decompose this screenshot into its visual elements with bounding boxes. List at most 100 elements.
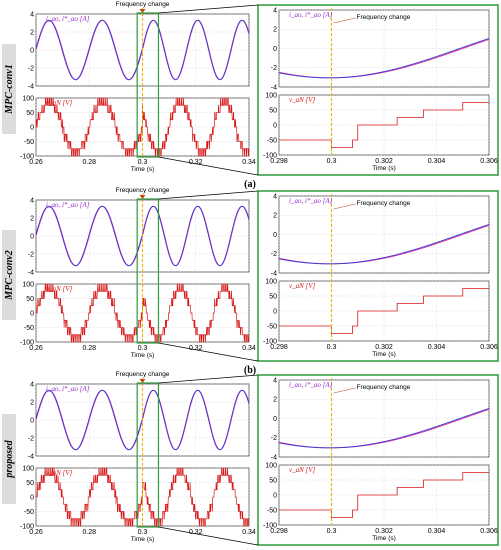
voltage-axis-label: v_aN [V] [289, 282, 316, 290]
x-tick-label: 0.3 [327, 528, 337, 535]
y-tick-label: -50 [267, 507, 277, 514]
zoom-connector-top [158, 374, 259, 384]
y-tick-label: -100 [20, 339, 34, 346]
y-tick-label: 50 [269, 293, 277, 300]
y-tick-label: 4 [273, 7, 277, 14]
x-tick-label: 0.26 [29, 159, 43, 166]
voltage-axis-label: v_aN [V] [289, 96, 316, 104]
current-axis-label: i_ao, i*_ao [A] [289, 11, 333, 19]
y-tick-label: -50 [267, 137, 277, 144]
y-tick-label: 0 [273, 416, 277, 423]
y-tick-label: -50 [267, 323, 277, 330]
x-tick-label: 0.306 [480, 528, 498, 535]
voltage-series [279, 472, 489, 518]
y-tick-label: 4 [30, 11, 34, 18]
y-tick-label: 0 [30, 494, 34, 501]
zoom-window [136, 198, 160, 344]
x-tick-label: 0.28 [82, 345, 96, 352]
x-tick-label: 0.298 [270, 158, 288, 165]
y-tick-label: 50 [26, 480, 34, 487]
x-tick-label: 0.26 [29, 529, 43, 536]
panel-label: (a) [244, 179, 256, 190]
y-tick-label: -100 [263, 152, 277, 159]
measured-current-series [278, 224, 490, 265]
x-axis-label: Time (s) [131, 352, 155, 359]
y-tick-label: -100 [20, 153, 34, 160]
y-tick-label: -2 [28, 65, 34, 72]
y-tick-label: -2 [271, 251, 277, 258]
y-tick-label: 2 [30, 399, 34, 406]
x-tick-label: 0.302 [375, 528, 393, 535]
voltage-series [279, 102, 489, 148]
x-axis-label: Time (s) [372, 535, 396, 542]
y-tick-label: 100 [22, 95, 34, 102]
x-tick-label: 0.34 [242, 159, 256, 166]
y-tick-label: 100 [265, 462, 277, 469]
annotation-arrow [139, 9, 146, 13]
voltage-series [279, 288, 489, 334]
y-tick-label: 2 [273, 213, 277, 220]
x-axis-label: Time (s) [131, 536, 155, 543]
x-tick-label: 0.32 [189, 529, 203, 536]
zoom-connector-top [158, 4, 259, 14]
y-tick-label: 50 [269, 107, 277, 114]
x-tick-label: 0.3 [327, 344, 337, 351]
y-tick-label: 0 [273, 232, 277, 239]
y-tick-label: 0 [30, 47, 34, 54]
y-tick-label: 4 [30, 197, 34, 204]
y-tick-label: -4 [271, 270, 277, 277]
x-tick-label: 0.32 [189, 159, 203, 166]
y-tick-label: -4 [271, 84, 277, 91]
y-tick-label: -50 [24, 509, 34, 516]
x-tick-label: 0.304 [428, 344, 446, 351]
y-tick-label: 2 [273, 397, 277, 404]
x-tick-label: 0.3 [138, 345, 148, 352]
y-tick-label: 50 [26, 110, 34, 117]
measured-current-series [278, 38, 490, 79]
x-axis-label: Time (s) [372, 351, 396, 358]
y-tick-label: -2 [28, 435, 34, 442]
y-tick-label: 50 [269, 477, 277, 484]
current-axis-label: i_ao, i*_ao [A] [289, 197, 333, 205]
y-tick-label: 0 [30, 124, 34, 131]
zoom-connector-bottom [158, 342, 259, 362]
y-tick-label: -2 [28, 251, 34, 258]
side-label: MPC-conv1 [4, 64, 15, 114]
y-tick-label: 100 [265, 278, 277, 285]
x-tick-label: 0.32 [189, 345, 203, 352]
x-tick-label: 0.306 [480, 344, 498, 351]
zoom-window [136, 382, 160, 528]
y-tick-label: -50 [24, 325, 34, 332]
x-tick-label: 0.3 [138, 159, 148, 166]
annotation-arrow [139, 379, 146, 383]
y-tick-label: 4 [30, 381, 34, 388]
y-tick-label: -4 [28, 269, 34, 276]
side-label-background [2, 414, 16, 504]
panel-label: (b) [244, 365, 256, 376]
current-axis-label: i_ao, i*_ao [A] [46, 15, 90, 23]
x-tick-label: 0.298 [270, 528, 288, 535]
y-tick-label: -2 [271, 65, 277, 72]
current-axis-label: i_ao, i*_ao [A] [46, 385, 90, 393]
annotation-arrow [333, 203, 356, 210]
y-tick-label: 4 [273, 377, 277, 384]
y-tick-label: 0 [273, 46, 277, 53]
x-tick-label: 0.306 [480, 158, 498, 165]
annotation-arrow [139, 195, 146, 199]
x-tick-label: 0.304 [428, 528, 446, 535]
zoom-window [136, 12, 160, 158]
measured-current-series [278, 408, 490, 449]
y-tick-label: 100 [22, 465, 34, 472]
frequency-change-annotation: Frequency change [357, 200, 411, 207]
zoom-connector-top [158, 190, 259, 200]
current-axis-label: i_ao, i*_ao [A] [289, 381, 333, 389]
x-tick-label: 0.302 [375, 344, 393, 351]
side-label-background [2, 230, 16, 320]
frequency-change-annotation: Frequency change [357, 14, 411, 21]
side-label: MPC-conv2 [4, 250, 15, 300]
y-tick-label: 0 [273, 122, 277, 129]
y-tick-label: 2 [30, 215, 34, 222]
x-tick-label: 0.3 [138, 529, 148, 536]
